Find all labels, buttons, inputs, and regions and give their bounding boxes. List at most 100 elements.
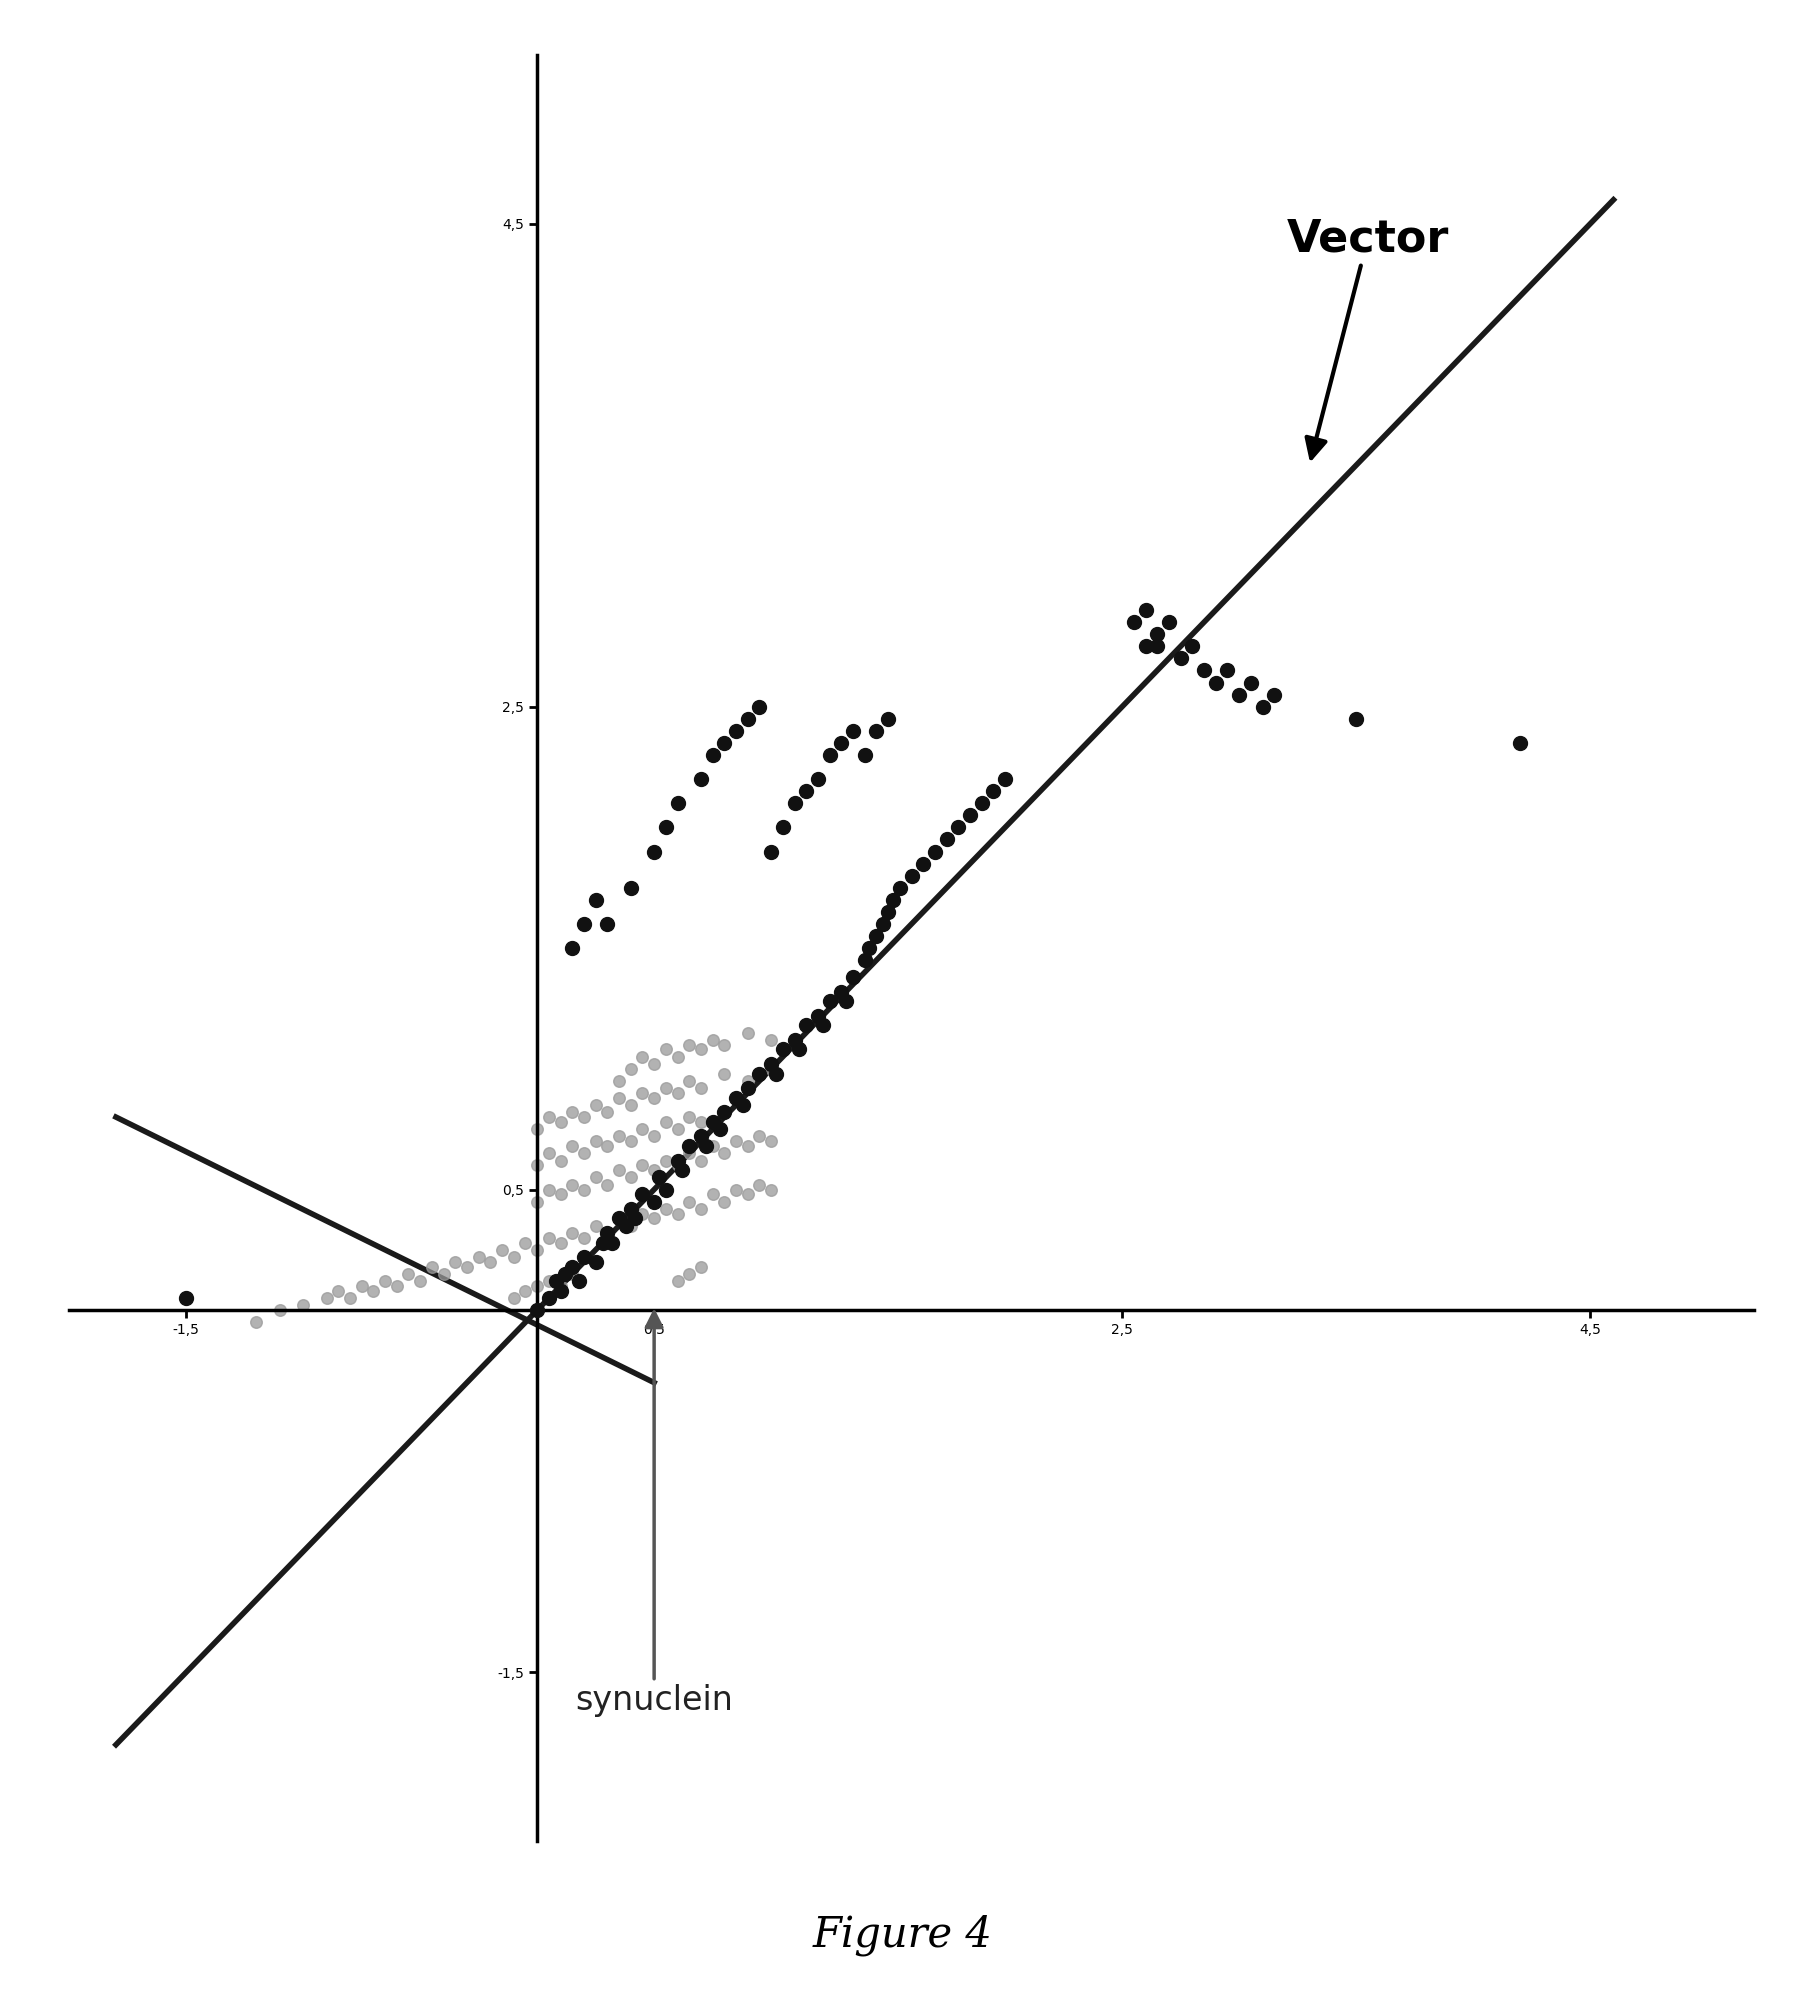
Point — [534, 1222, 563, 1253]
Point — [745, 691, 774, 723]
Point — [675, 1102, 704, 1134]
Point — [850, 944, 879, 976]
Point — [558, 1170, 587, 1202]
Point — [709, 1028, 738, 1060]
Point — [547, 1178, 576, 1210]
Point — [581, 1246, 610, 1277]
Point — [733, 703, 762, 735]
Point — [639, 1186, 668, 1218]
Point — [686, 1106, 715, 1138]
Point — [756, 1174, 785, 1206]
Point — [1236, 667, 1265, 699]
Point — [733, 1016, 762, 1048]
Point — [652, 1194, 680, 1226]
Point — [628, 1198, 657, 1230]
Point — [792, 1010, 821, 1042]
Point — [523, 1186, 552, 1218]
Point — [769, 1034, 798, 1066]
Point — [616, 1090, 644, 1122]
Point — [699, 1106, 727, 1138]
Point — [675, 1066, 704, 1098]
Point — [570, 1102, 599, 1134]
Point — [944, 812, 973, 844]
Point — [592, 1130, 621, 1162]
Point — [628, 1178, 657, 1210]
Point — [675, 1028, 704, 1060]
Point — [616, 1210, 644, 1242]
Point — [547, 1269, 576, 1301]
Point — [570, 1138, 599, 1170]
Point — [612, 1210, 641, 1242]
Point — [605, 1202, 634, 1234]
Point — [359, 1275, 388, 1307]
Point — [756, 1024, 785, 1056]
Text: synuclein: synuclein — [576, 1311, 733, 1717]
Point — [662, 1198, 691, 1230]
Point — [547, 1144, 576, 1176]
Point — [803, 762, 832, 794]
Point — [542, 1265, 570, 1297]
Point — [955, 798, 984, 830]
Point — [856, 932, 884, 964]
Point — [406, 1265, 435, 1297]
Point — [756, 1052, 785, 1084]
Point — [605, 1066, 634, 1098]
Point — [605, 1082, 634, 1114]
Point — [558, 1257, 587, 1289]
Point — [558, 1218, 587, 1249]
Point — [722, 715, 751, 747]
Point — [662, 786, 691, 818]
Point — [417, 1251, 446, 1283]
Point — [370, 1265, 399, 1297]
Point — [592, 1218, 621, 1249]
Point — [621, 1202, 650, 1234]
Point — [628, 1078, 657, 1110]
Point — [769, 812, 798, 844]
Point — [686, 1144, 715, 1176]
Point — [1119, 607, 1148, 639]
Point — [686, 762, 715, 794]
Point — [652, 1034, 680, 1066]
Point — [675, 1138, 704, 1170]
Point — [1341, 703, 1370, 735]
Point — [745, 1120, 774, 1152]
Point — [547, 1228, 576, 1259]
Point — [874, 703, 902, 735]
Point — [605, 1120, 634, 1152]
Point — [616, 872, 644, 904]
Point — [616, 1052, 644, 1084]
Point — [675, 1186, 704, 1218]
Point — [289, 1289, 318, 1321]
Point — [706, 1114, 735, 1146]
Point — [827, 976, 856, 1008]
Point — [592, 1218, 621, 1249]
Point — [850, 739, 879, 770]
Point — [662, 1078, 691, 1110]
Point — [921, 836, 949, 868]
Point — [668, 1154, 697, 1186]
Point — [733, 1072, 762, 1104]
Point — [868, 908, 897, 940]
Point — [605, 1154, 634, 1186]
Point — [978, 774, 1007, 806]
Point — [722, 1082, 751, 1114]
Point — [662, 1040, 691, 1072]
Point — [500, 1281, 529, 1313]
Point — [616, 1194, 644, 1226]
Point — [729, 1090, 758, 1122]
Point — [1132, 631, 1161, 663]
Point — [639, 1202, 668, 1234]
Point — [570, 1242, 599, 1273]
Point — [662, 1114, 691, 1146]
Point — [487, 1234, 516, 1265]
Point — [1247, 691, 1276, 723]
Point — [652, 1072, 680, 1104]
Point — [440, 1246, 469, 1277]
Point — [675, 1130, 704, 1162]
Point — [827, 727, 856, 758]
Point — [581, 884, 610, 916]
Point — [691, 1130, 720, 1162]
Point — [662, 1144, 691, 1176]
Point — [477, 1246, 505, 1277]
Point — [551, 1257, 579, 1289]
